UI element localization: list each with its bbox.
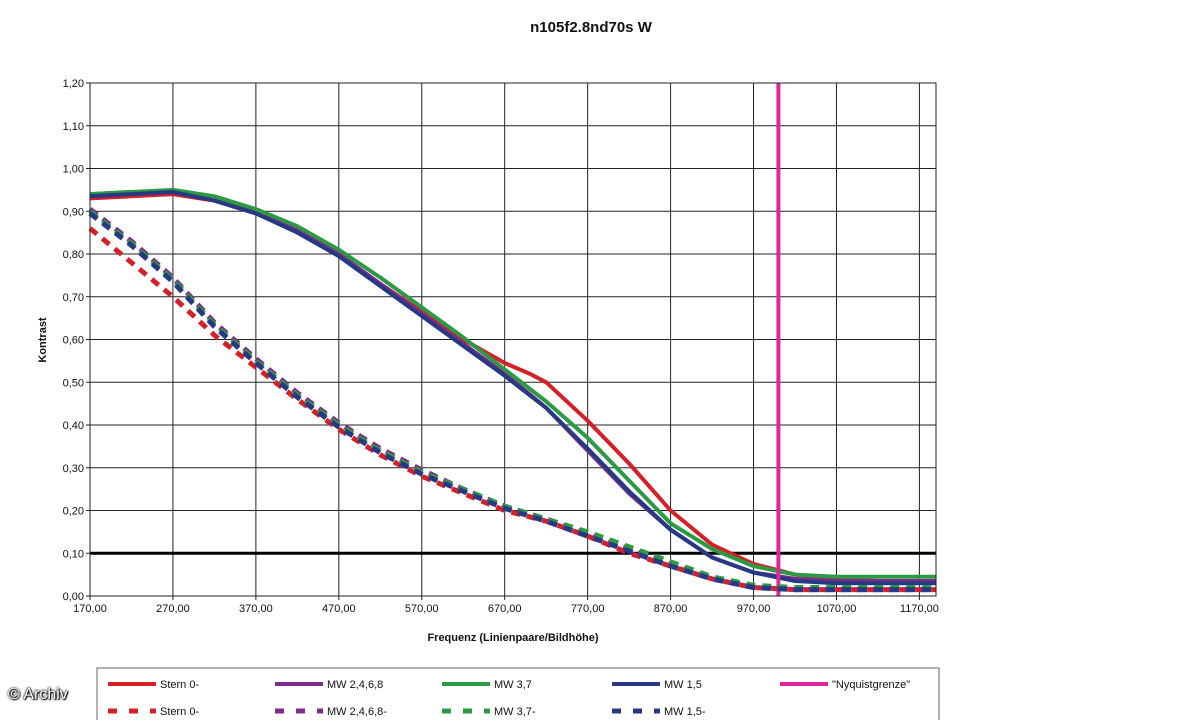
x-tick-label: 1070,00 — [817, 603, 857, 615]
y-tick-label: 1,00 — [63, 164, 84, 176]
series-line-0 — [89, 192, 936, 583]
series-line-3 — [89, 190, 936, 586]
legend-label-5: Stern 0- — [160, 706, 199, 718]
legend: Stern 0- MW 2,4,6,8 MW 3,7 MW 1,5 "Nyquistgr… — [96, 667, 940, 720]
copyright-watermark: © Archiv — [8, 686, 68, 703]
legend-label-3: MW 1,5 — [664, 679, 702, 691]
y-tick-label: 0,20 — [63, 506, 84, 518]
series-line-2 — [89, 187, 936, 579]
y-tick-label: 1,20 — [63, 78, 84, 90]
series-line-5 — [88, 226, 936, 593]
series-lines — [88, 83, 936, 596]
y-tick-label: 0,60 — [63, 335, 84, 347]
x-tick-label: 570,00 — [405, 603, 439, 615]
legend-label-1: MW 2,4,6,8 — [327, 679, 383, 691]
series-line-6 — [88, 207, 936, 593]
y-axis-label: Kontrast — [37, 317, 49, 363]
series-line-8 — [88, 211, 936, 593]
legend-frame — [96, 667, 940, 720]
legend-label-4: "Nyquistgrenze" — [832, 679, 910, 691]
y-tick-label: 1,10 — [63, 121, 84, 133]
y-tick-label: 0,80 — [63, 249, 84, 261]
legend-label-8: MW 1,5- — [664, 706, 706, 718]
x-tick-label: 170,00 — [73, 603, 107, 615]
legend-label-6: MW 2,4,6,8- — [327, 706, 387, 718]
axes: 170,00 270,00 370,00 470,00 570,00 670,00 770,… — [63, 78, 939, 615]
legend-label-2: MW 3,7 — [494, 679, 532, 691]
y-tick-label: 0,10 — [63, 548, 84, 560]
y-tick-label: 0,00 — [63, 591, 84, 603]
legend-label-0: Stern 0- — [160, 679, 199, 691]
plot-frame — [89, 82, 937, 597]
series-line-7 — [88, 209, 936, 590]
y-tick-label: 0,50 — [63, 377, 84, 389]
x-tick-label: 270,00 — [156, 603, 190, 615]
x-tick-label: 1170,00 — [900, 603, 939, 615]
chart-title: n105f2.8nd70s W — [530, 19, 653, 36]
y-tick-label: 0,70 — [63, 292, 84, 304]
y-tick-label: 0,90 — [63, 206, 84, 218]
y-tick-label: 0,30 — [63, 463, 84, 475]
x-tick-label: 670,00 — [488, 603, 522, 615]
x-axis-label: Frequenz (Linienpaare/Bildhöhe) — [427, 632, 598, 644]
legend-label-7: MW 3,7- — [494, 706, 536, 718]
series-line-1 — [89, 190, 936, 583]
x-tick-label: 370,00 — [239, 603, 273, 615]
x-tick-label: 470,00 — [322, 603, 356, 615]
x-tick-label: 870,00 — [654, 603, 688, 615]
x-tick-label: 970,00 — [737, 603, 771, 615]
x-tick-label: 770,00 — [571, 603, 605, 615]
y-tick-label: 0,40 — [63, 420, 84, 432]
